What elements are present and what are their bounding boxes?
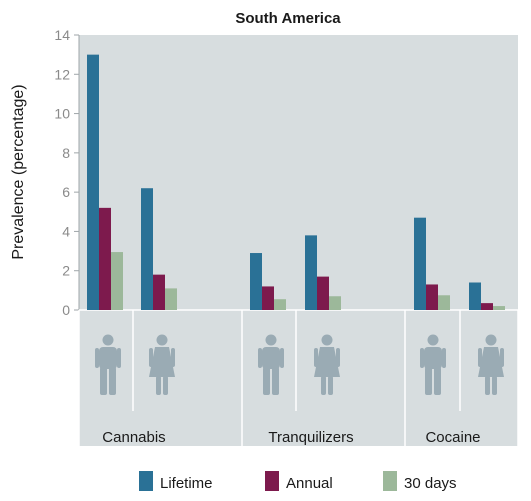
category-label: Cocaine [425, 429, 480, 446]
bar-annual [153, 274, 165, 310]
bar-30-days [111, 252, 123, 310]
bar-lifetime [250, 253, 262, 310]
male-person-icon [420, 334, 446, 395]
category-label: Tranquilizers [268, 429, 353, 446]
y-tick-label: 4 [62, 223, 70, 239]
bar-lifetime [414, 217, 426, 310]
bar-annual [99, 207, 111, 310]
bar-30-days [438, 295, 450, 310]
bar-lifetime [141, 188, 153, 310]
legend-label: 30 days [404, 475, 457, 492]
bar-lifetime [87, 54, 99, 311]
female-person-icon [314, 334, 340, 395]
bar-30-days [329, 296, 341, 310]
bar-annual [262, 286, 274, 310]
female-person-icon [149, 334, 175, 395]
category-labels: Cannabis Tranquilizers Cocaine [102, 429, 480, 446]
person-icons [95, 334, 504, 395]
y-tick-label: 6 [62, 184, 70, 200]
bar-lifetime [305, 235, 317, 310]
legend-swatch [383, 471, 397, 491]
chart-title: South America [235, 10, 341, 27]
legend-label: Lifetime [160, 475, 213, 492]
bar-lifetime [469, 282, 481, 310]
male-person-icon [95, 334, 121, 395]
y-tick-label: 0 [62, 302, 70, 318]
legend-label: Annual [286, 475, 333, 492]
y-tick-label: 2 [62, 263, 70, 279]
y-axis-label: Prevalence (percentage) [10, 84, 27, 259]
y-tick-label: 14 [54, 27, 70, 43]
bar-30-days [274, 299, 286, 310]
y-tick-label: 12 [54, 66, 70, 82]
category-dividers [78, 310, 519, 446]
bars [87, 54, 505, 311]
bar-30-days [493, 306, 505, 310]
bar-annual [481, 303, 493, 310]
bar-annual [426, 284, 438, 310]
y-tick-label: 8 [62, 145, 70, 161]
category-label: Cannabis [102, 429, 165, 446]
legend-swatch [265, 471, 279, 491]
bar-30-days [165, 288, 177, 310]
legend: Lifetime Annual 30 days [139, 471, 457, 492]
male-person-icon [258, 334, 284, 395]
female-person-icon [478, 334, 504, 395]
y-tick-label: 10 [54, 106, 70, 122]
legend-swatch [139, 471, 153, 491]
bar-annual [317, 276, 329, 310]
